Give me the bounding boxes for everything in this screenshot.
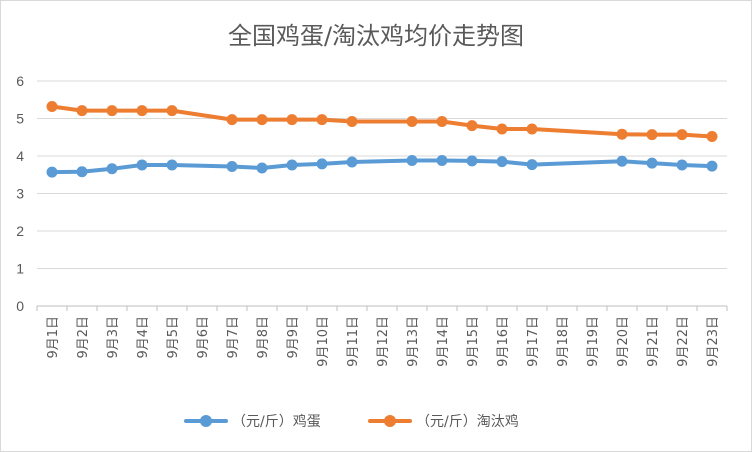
series-1-point bbox=[136, 105, 148, 117]
series-0-point bbox=[136, 159, 148, 171]
y-tick-label: 5 bbox=[16, 111, 24, 127]
series-0-point bbox=[46, 166, 58, 178]
x-tick-label: 9月1日 bbox=[46, 316, 61, 359]
series-1-point bbox=[166, 105, 178, 117]
series-1-point bbox=[436, 116, 448, 127]
series-lines bbox=[46, 101, 718, 178]
series-0-point bbox=[496, 156, 508, 168]
series-1-point bbox=[256, 114, 268, 126]
legend-swatch-egg-marker bbox=[200, 415, 212, 427]
series-1-point bbox=[286, 114, 298, 126]
series-0-point bbox=[166, 159, 178, 171]
series-line-1 bbox=[50, 104, 714, 139]
y-tick-label: 2 bbox=[16, 223, 24, 239]
legend-swatch-culled-hen-marker bbox=[384, 415, 396, 427]
series-1-point bbox=[406, 116, 418, 127]
legend-item-culled-hen: （元/斤）淘汰鸡 bbox=[368, 413, 519, 430]
series-1-point bbox=[706, 131, 718, 142]
x-tick-label: 9月23日 bbox=[706, 316, 721, 367]
x-tick-label: 9月10日 bbox=[316, 316, 331, 367]
x-tick-label: 9月2日 bbox=[76, 316, 91, 359]
x-tick-label: 9月12日 bbox=[376, 316, 391, 367]
x-tick-label: 9月22日 bbox=[676, 316, 691, 367]
x-tick-label: 9月8日 bbox=[256, 316, 271, 359]
series-1-point bbox=[316, 114, 328, 126]
x-tick-label: 9月4日 bbox=[136, 316, 151, 359]
legend-label-egg: （元/斤）鸡蛋 bbox=[232, 413, 321, 430]
series-0-point bbox=[526, 159, 538, 171]
series-1-point bbox=[496, 123, 508, 135]
legend-item-egg: （元/斤）鸡蛋 bbox=[184, 413, 321, 430]
series-0-point bbox=[76, 166, 88, 178]
series-0-point bbox=[286, 159, 298, 171]
gridlines bbox=[37, 80, 727, 307]
series-1-point bbox=[616, 128, 628, 140]
y-axis: 0 1 2 3 4 5 6 bbox=[16, 73, 24, 314]
x-tick-label: 9月20日 bbox=[616, 316, 631, 367]
x-tick-label: 9月11日 bbox=[346, 316, 361, 367]
series-0-point bbox=[256, 162, 268, 174]
series-0-point bbox=[406, 155, 418, 166]
series-0-point bbox=[616, 155, 628, 167]
series-1-point bbox=[76, 105, 88, 117]
y-tick-label: 3 bbox=[16, 186, 24, 202]
x-tick-label: 9月7日 bbox=[226, 316, 241, 359]
x-tick-label: 9月21日 bbox=[646, 316, 661, 367]
series-1-point bbox=[46, 101, 58, 112]
series-1-point bbox=[106, 105, 118, 117]
series-1-point bbox=[466, 120, 478, 132]
x-tick-label: 9月6日 bbox=[196, 316, 211, 359]
x-axis: 9月1日 9月2日 9月3日 9月4日 9月5日 9月6日 9月7日 9月8日 9月9日 9月10… bbox=[36, 306, 728, 367]
legend-label-culled-hen: （元/斤）淘汰鸡 bbox=[416, 413, 519, 430]
series-0-point bbox=[646, 157, 658, 169]
series-1-point bbox=[676, 129, 688, 141]
y-tick-label: 4 bbox=[16, 148, 24, 164]
series-1-point bbox=[526, 123, 538, 135]
y-tick-label: 6 bbox=[16, 73, 24, 89]
series-0-point bbox=[226, 161, 238, 172]
x-tick-label: 9月18日 bbox=[556, 316, 571, 367]
legend: （元/斤）鸡蛋 （元/斤）淘汰鸡 bbox=[184, 413, 519, 430]
x-tick-label: 9月16日 bbox=[496, 316, 511, 367]
x-tick-label: 9月13日 bbox=[406, 316, 421, 367]
x-tick-label: 9月19日 bbox=[586, 316, 601, 367]
series-0-point bbox=[466, 155, 478, 167]
x-tick-label: 9月14日 bbox=[436, 316, 451, 367]
chart-title: 全国鸡蛋/淘汰鸡均价走势图 bbox=[228, 22, 524, 50]
series-0-point bbox=[436, 155, 448, 166]
x-tick-label: 9月17日 bbox=[526, 316, 541, 367]
x-tick-label: 9月15日 bbox=[466, 316, 481, 367]
x-tick-label: 9月9日 bbox=[286, 316, 301, 359]
series-1-point bbox=[646, 129, 658, 141]
series-0-point bbox=[676, 159, 688, 171]
series-0-point bbox=[706, 160, 718, 172]
y-tick-label: 1 bbox=[16, 261, 24, 277]
y-tick-label: 0 bbox=[16, 298, 24, 314]
series-1-point bbox=[346, 116, 358, 127]
series-0-point bbox=[346, 156, 358, 168]
series-0-point bbox=[106, 163, 118, 175]
series-1-point bbox=[226, 114, 238, 126]
x-tick-label: 9月5日 bbox=[166, 316, 181, 359]
series-0-point bbox=[316, 158, 328, 170]
series-line-0 bbox=[50, 158, 714, 175]
x-tick-label: 9月3日 bbox=[106, 316, 121, 359]
